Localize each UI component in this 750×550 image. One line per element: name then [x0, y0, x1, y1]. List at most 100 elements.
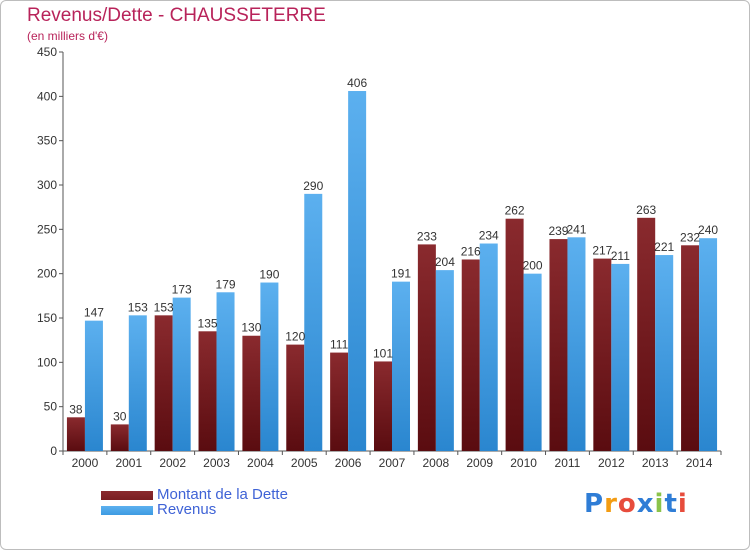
data-label-revenus: 191	[391, 267, 411, 281]
bar-debt	[198, 331, 217, 451]
x-tick-label: 2006	[335, 456, 362, 470]
logo-letter: t	[664, 489, 678, 519]
x-tick-label: 2003	[203, 456, 230, 470]
bar-debt	[154, 315, 173, 451]
data-label-revenus: 406	[347, 76, 367, 90]
bar-debt	[330, 352, 349, 451]
x-tick-label: 2014	[686, 456, 713, 470]
bar-revenus	[216, 292, 235, 451]
data-label-debt: 216	[461, 244, 481, 258]
data-label-debt: 30	[113, 409, 127, 423]
bar-debt	[242, 335, 261, 451]
x-tick-label: 2010	[510, 456, 537, 470]
data-label-debt: 120	[285, 330, 305, 344]
data-label-debt: 262	[505, 204, 525, 218]
data-label-debt: 101	[373, 346, 393, 360]
data-label-revenus: 234	[479, 229, 499, 243]
x-tick-label: 2013	[642, 456, 669, 470]
bar-debt	[66, 417, 85, 451]
logo-letter: P	[584, 489, 605, 519]
data-label-debt: 153	[154, 300, 174, 314]
bar-debt	[593, 258, 612, 451]
data-label-debt: 111	[330, 338, 349, 352]
bar-revenus	[172, 297, 191, 451]
bar-revenus	[479, 243, 498, 451]
x-tick-label: 2004	[247, 456, 274, 470]
x-tick-label: 2002	[159, 456, 186, 470]
value-labels: 38 147 30 153 153 173 135 179 130 190 120 290 111 406…	[69, 76, 718, 423]
logo-letter: r	[604, 489, 618, 519]
data-label-revenus: 190	[259, 268, 279, 282]
bar-debt	[637, 217, 656, 451]
x-tick-label: 2001	[115, 456, 142, 470]
bar-revenus	[523, 273, 542, 451]
chart-subtitle: (en milliers d'€)	[27, 29, 108, 43]
y-tick-label: 0	[50, 444, 57, 458]
data-label-debt: 135	[198, 316, 218, 330]
x-tick-label: 2011	[555, 456, 581, 470]
data-label-debt: 232	[680, 230, 700, 244]
y-tick-label: 450	[37, 45, 57, 59]
data-label-revenus: 153	[128, 300, 148, 314]
data-label-debt: 217	[592, 244, 612, 258]
data-label-revenus: 241	[566, 222, 586, 236]
bars	[66, 91, 718, 451]
bar-revenus	[699, 238, 718, 451]
bar-revenus	[435, 270, 454, 451]
y-tick-label: 400	[37, 89, 57, 103]
bar-revenus	[392, 281, 410, 451]
proxiti-logo: Proxiti	[584, 489, 688, 519]
data-label-debt: 263	[636, 203, 656, 217]
x-tick-label: 2007	[379, 456, 406, 470]
data-label-debt: 130	[241, 321, 261, 335]
data-label-revenus: 179	[216, 277, 236, 291]
bar-debt	[461, 259, 480, 451]
bar-revenus	[611, 263, 630, 451]
bar-debt	[505, 218, 524, 451]
x-tick-label: 2005	[291, 456, 318, 470]
logo-letter: x	[636, 489, 655, 519]
data-label-revenus: 240	[698, 223, 718, 237]
y-tick-label: 50	[44, 400, 58, 414]
bar-revenus	[84, 320, 103, 451]
bar-debt	[549, 239, 568, 451]
data-label-revenus: 173	[172, 283, 192, 297]
data-label-revenus: 290	[303, 179, 323, 193]
legend-label-revenus: Revenus	[157, 501, 217, 518]
data-label-revenus: 200	[523, 259, 543, 273]
logo-letter: i	[654, 489, 665, 519]
y-tick-label: 100	[37, 355, 57, 369]
bar-revenus	[260, 282, 279, 451]
x-tick-label: 2000	[72, 456, 99, 470]
data-label-revenus: 147	[84, 306, 104, 320]
chart-title: Revenus/Dette - CHAUSSETERRE	[27, 5, 326, 26]
bar-debt	[374, 361, 392, 451]
x-tick-label: 2008	[423, 456, 450, 470]
legend-label-debt: Montant de la Dette	[157, 486, 288, 503]
data-label-debt: 38	[69, 402, 83, 416]
data-label-revenus: 211	[611, 249, 630, 263]
legend-swatch-debt	[101, 491, 153, 500]
logo-letter: i	[677, 489, 688, 519]
bar-revenus	[128, 315, 147, 451]
bar-debt	[110, 424, 129, 451]
bar-revenus	[304, 193, 323, 451]
bar-debt	[286, 344, 305, 451]
y-tick-label: 200	[37, 267, 57, 281]
bar-debt	[417, 244, 436, 451]
data-label-revenus: 204	[435, 255, 455, 269]
y-tick-label: 150	[37, 311, 57, 325]
y-tick-label: 350	[37, 134, 57, 148]
bar-revenus	[567, 237, 586, 451]
legend-swatch-revenus	[101, 506, 153, 515]
logo-letter: o	[617, 489, 637, 519]
x-tick-label: 2009	[466, 456, 493, 470]
data-label-debt: 239	[548, 224, 568, 238]
data-label-debt: 233	[417, 229, 437, 243]
data-label-revenus: 221	[654, 240, 674, 254]
bar-revenus	[655, 255, 674, 451]
y-tick-label: 300	[37, 178, 57, 192]
y-tick-label: 250	[37, 222, 57, 236]
